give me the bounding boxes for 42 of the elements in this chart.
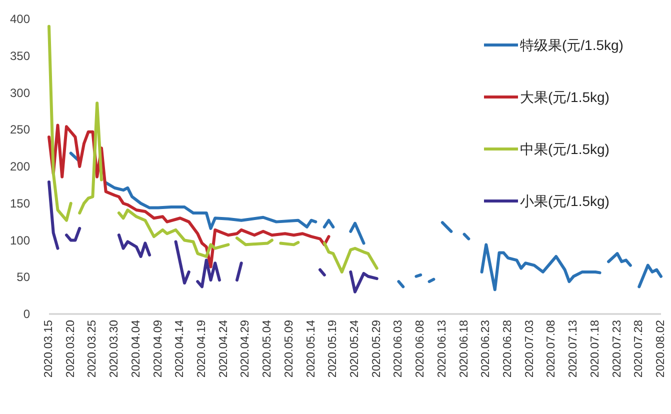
x-tick-label: 2020.07.13 xyxy=(568,320,580,378)
legend-label: 中果(元/1.5kg) xyxy=(520,141,610,157)
x-tick-label: 2020.04.04 xyxy=(130,319,142,378)
legend-label: 大果(元/1.5kg) xyxy=(520,89,610,105)
y-tick-label: 400 xyxy=(10,12,30,26)
x-tick-label: 2020.06.13 xyxy=(436,320,448,378)
legend-label: 小果(元/1.5kg) xyxy=(520,193,610,209)
x-tick-label: 2020.03.20 xyxy=(64,320,77,378)
y-tick-label: 100 xyxy=(10,233,30,248)
x-tick-label: 2020.04.24 xyxy=(218,319,230,378)
x-tick-label: 2020.05.09 xyxy=(283,320,296,378)
x-tick-label: 2020.06.03 xyxy=(392,320,405,378)
x-tick-label: 2020.07.28 xyxy=(633,320,646,378)
x-tick-label: 2020.06.18 xyxy=(458,320,470,378)
y-tick-label: 350 xyxy=(10,48,30,63)
x-tick-label: 2020.07.23 xyxy=(611,320,624,378)
legend-label: 特级果(元/1.5kg) xyxy=(520,37,624,53)
x-tick-label: 2020.04.09 xyxy=(152,320,164,378)
x-tick-label: 2020.03.15 xyxy=(43,320,55,378)
y-tick-label: 150 xyxy=(10,196,30,210)
x-tick-label: 2020.05.29 xyxy=(370,320,383,378)
x-tick-label: 2020.05.24 xyxy=(349,319,361,378)
x-tick-label: 2020.04.19 xyxy=(196,320,208,378)
x-tick-label: 2020.06.08 xyxy=(414,320,427,378)
y-tick-label: 0 xyxy=(23,307,30,321)
x-tick-label: 2020.07.18 xyxy=(589,320,602,378)
x-tick-label: 2020.03.25 xyxy=(86,320,99,378)
x-tick-label: 2020.03.30 xyxy=(108,320,121,378)
y-tick-label: 50 xyxy=(16,270,30,284)
x-tick-label: 2020.05.14 xyxy=(305,319,318,378)
x-tick-label: 2020.07.03 xyxy=(524,320,536,378)
x-tick-label: 2020.06.28 xyxy=(502,320,514,378)
x-tick-label: 2020.08.02 xyxy=(655,320,667,378)
x-tick-label: 2020.04.14 xyxy=(174,319,186,378)
y-tick-label: 200 xyxy=(10,160,30,174)
x-tick-label: 2020.05.04 xyxy=(262,319,274,378)
x-tick-label: 2020.05.19 xyxy=(327,320,340,378)
x-tick-label: 2020.04.29 xyxy=(240,320,252,378)
x-tick-label: 2020.06.23 xyxy=(480,320,492,378)
y-tick-label: 300 xyxy=(10,86,30,100)
y-tick-label: 250 xyxy=(10,122,30,137)
x-tick-label: 2020.07.08 xyxy=(546,320,558,378)
